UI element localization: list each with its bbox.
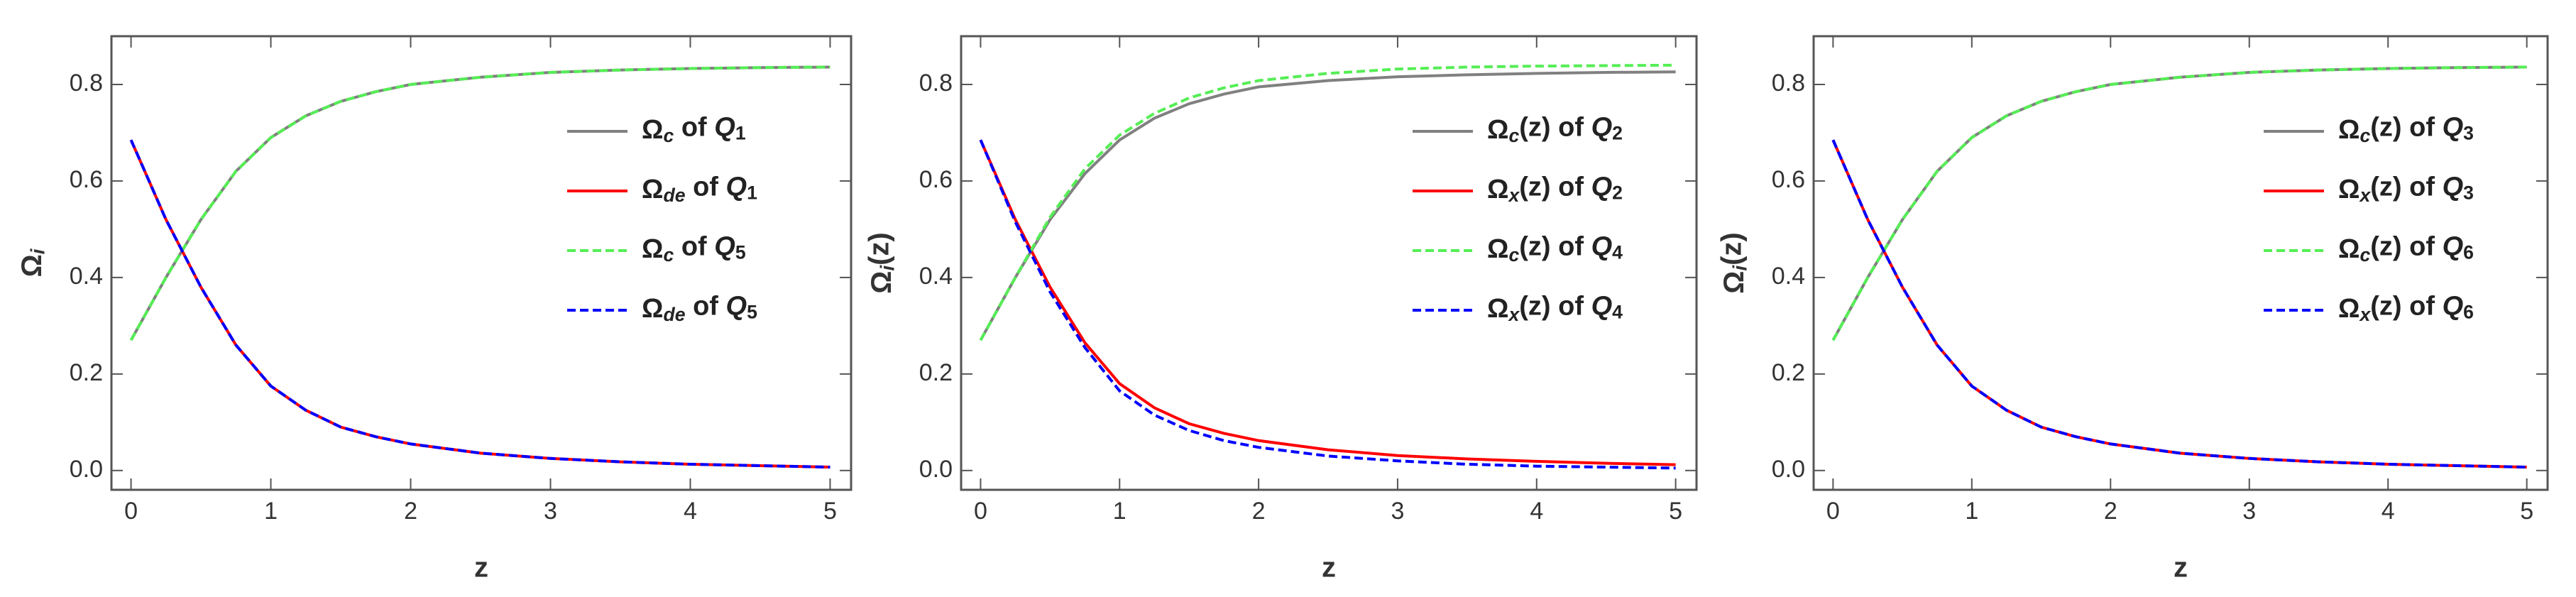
x-tick-label: 1 bbox=[1965, 498, 1978, 525]
legend-label: Ωx​(z) of Q3​ bbox=[2338, 172, 2474, 206]
legend-label: Ωde​ of Q5​ bbox=[642, 292, 757, 325]
data-line bbox=[979, 70, 1676, 341]
x-tick-label: 2 bbox=[404, 498, 417, 525]
y-tick-label: 0.6 bbox=[919, 166, 953, 193]
y-tick-label: 0.6 bbox=[1772, 166, 1805, 193]
y-tick-label: 0.2 bbox=[70, 359, 103, 386]
x-tick-label: 1 bbox=[1113, 498, 1127, 525]
y-tick-label: 0.0 bbox=[70, 456, 103, 483]
data-line bbox=[979, 139, 1676, 466]
x-tick-label: 2 bbox=[1252, 498, 1266, 525]
x-tick-label: 1 bbox=[264, 498, 278, 525]
y-tick-label: 0.2 bbox=[919, 359, 953, 386]
legend-label: Ωc​(z) of Q4​ bbox=[1487, 232, 1623, 265]
y-tick-label: 0.8 bbox=[919, 70, 953, 97]
x-axis-label: z bbox=[2174, 552, 2188, 584]
x-tick-label: 5 bbox=[823, 498, 837, 525]
y-axis-label: Ωi​ bbox=[16, 248, 49, 277]
legend-label: Ωc​ of Q1​ bbox=[642, 113, 746, 146]
y-tick-label: 0.4 bbox=[1772, 263, 1805, 290]
y-tick-label: 0.0 bbox=[1772, 456, 1805, 483]
x-tick-label: 2 bbox=[2104, 498, 2117, 525]
legend-label: Ωc​(z) of Q3​ bbox=[2338, 113, 2474, 146]
x-tick-label: 3 bbox=[2242, 498, 2256, 525]
legend-label: Ωde​ of Q1​ bbox=[642, 172, 757, 206]
legend-label: Ωc​ of Q5​ bbox=[642, 232, 746, 265]
plot-frame bbox=[110, 35, 853, 491]
x-axis-label: z bbox=[474, 552, 488, 584]
legend-label: Ωx​(z) of Q4​ bbox=[1487, 292, 1623, 325]
x-tick-label: 4 bbox=[2382, 498, 2395, 525]
data-line bbox=[129, 65, 831, 341]
x-tick-label: 5 bbox=[1669, 498, 1682, 525]
data-line bbox=[1831, 139, 2527, 469]
legend-label: Ωc​(z) of Q2​ bbox=[1487, 113, 1623, 146]
x-tick-label: 4 bbox=[1530, 498, 1543, 525]
x-tick-label: 4 bbox=[684, 498, 697, 525]
x-tick-label: 3 bbox=[544, 498, 557, 525]
plot-frame bbox=[1812, 35, 2549, 491]
legend-label: Ωx​(z) of Q6​ bbox=[2338, 292, 2474, 325]
data-line bbox=[129, 139, 831, 469]
y-tick-label: 0.4 bbox=[919, 263, 953, 290]
x-tick-label: 0 bbox=[1826, 498, 1840, 525]
y-tick-label: 0.4 bbox=[70, 263, 103, 290]
y-tick-label: 0.0 bbox=[919, 456, 953, 483]
y-axis-label: Ωi​(z) bbox=[863, 232, 899, 294]
data-line bbox=[979, 63, 1676, 341]
legend-label: Ωc​(z) of Q6​ bbox=[2338, 232, 2474, 265]
y-tick-label: 0.2 bbox=[1772, 359, 1805, 386]
data-line bbox=[979, 139, 1676, 470]
legend-label: Ωx​(z) of Q2​ bbox=[1487, 172, 1623, 206]
y-tick-label: 0.8 bbox=[70, 70, 103, 97]
y-tick-label: 0.8 bbox=[1772, 70, 1805, 97]
x-axis-label: z bbox=[1322, 552, 1336, 584]
x-tick-label: 5 bbox=[2520, 498, 2533, 525]
y-axis-label: Ωi​(z) bbox=[1716, 232, 1751, 294]
data-line bbox=[1831, 65, 2527, 341]
x-tick-label: 0 bbox=[124, 498, 138, 525]
x-tick-label: 0 bbox=[974, 498, 987, 525]
y-tick-label: 0.6 bbox=[70, 166, 103, 193]
x-tick-label: 3 bbox=[1391, 498, 1404, 525]
plot-frame bbox=[960, 35, 1698, 491]
